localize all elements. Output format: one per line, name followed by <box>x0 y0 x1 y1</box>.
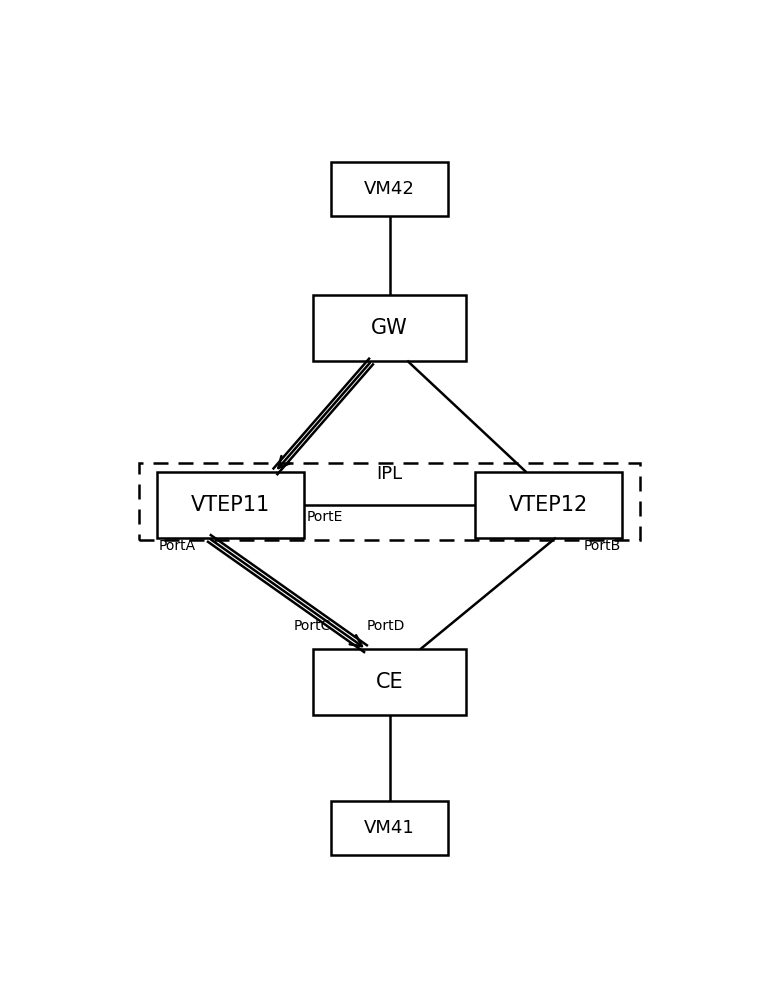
Text: GW: GW <box>371 318 408 338</box>
Text: PortD: PortD <box>367 619 406 633</box>
FancyBboxPatch shape <box>313 295 466 361</box>
Text: VTEP11: VTEP11 <box>191 495 270 515</box>
Text: VM42: VM42 <box>364 180 415 198</box>
FancyBboxPatch shape <box>313 649 466 715</box>
FancyBboxPatch shape <box>331 801 448 855</box>
Text: PortE: PortE <box>307 510 344 524</box>
FancyBboxPatch shape <box>331 162 448 216</box>
Text: VTEP12: VTEP12 <box>509 495 588 515</box>
Text: PortB: PortB <box>583 539 620 553</box>
Text: CE: CE <box>375 672 404 692</box>
Text: PortC: PortC <box>294 619 331 633</box>
FancyBboxPatch shape <box>157 472 304 538</box>
FancyBboxPatch shape <box>475 472 622 538</box>
Text: IPL: IPL <box>376 465 403 483</box>
Text: PortA: PortA <box>159 539 196 553</box>
Text: VM41: VM41 <box>364 819 415 837</box>
